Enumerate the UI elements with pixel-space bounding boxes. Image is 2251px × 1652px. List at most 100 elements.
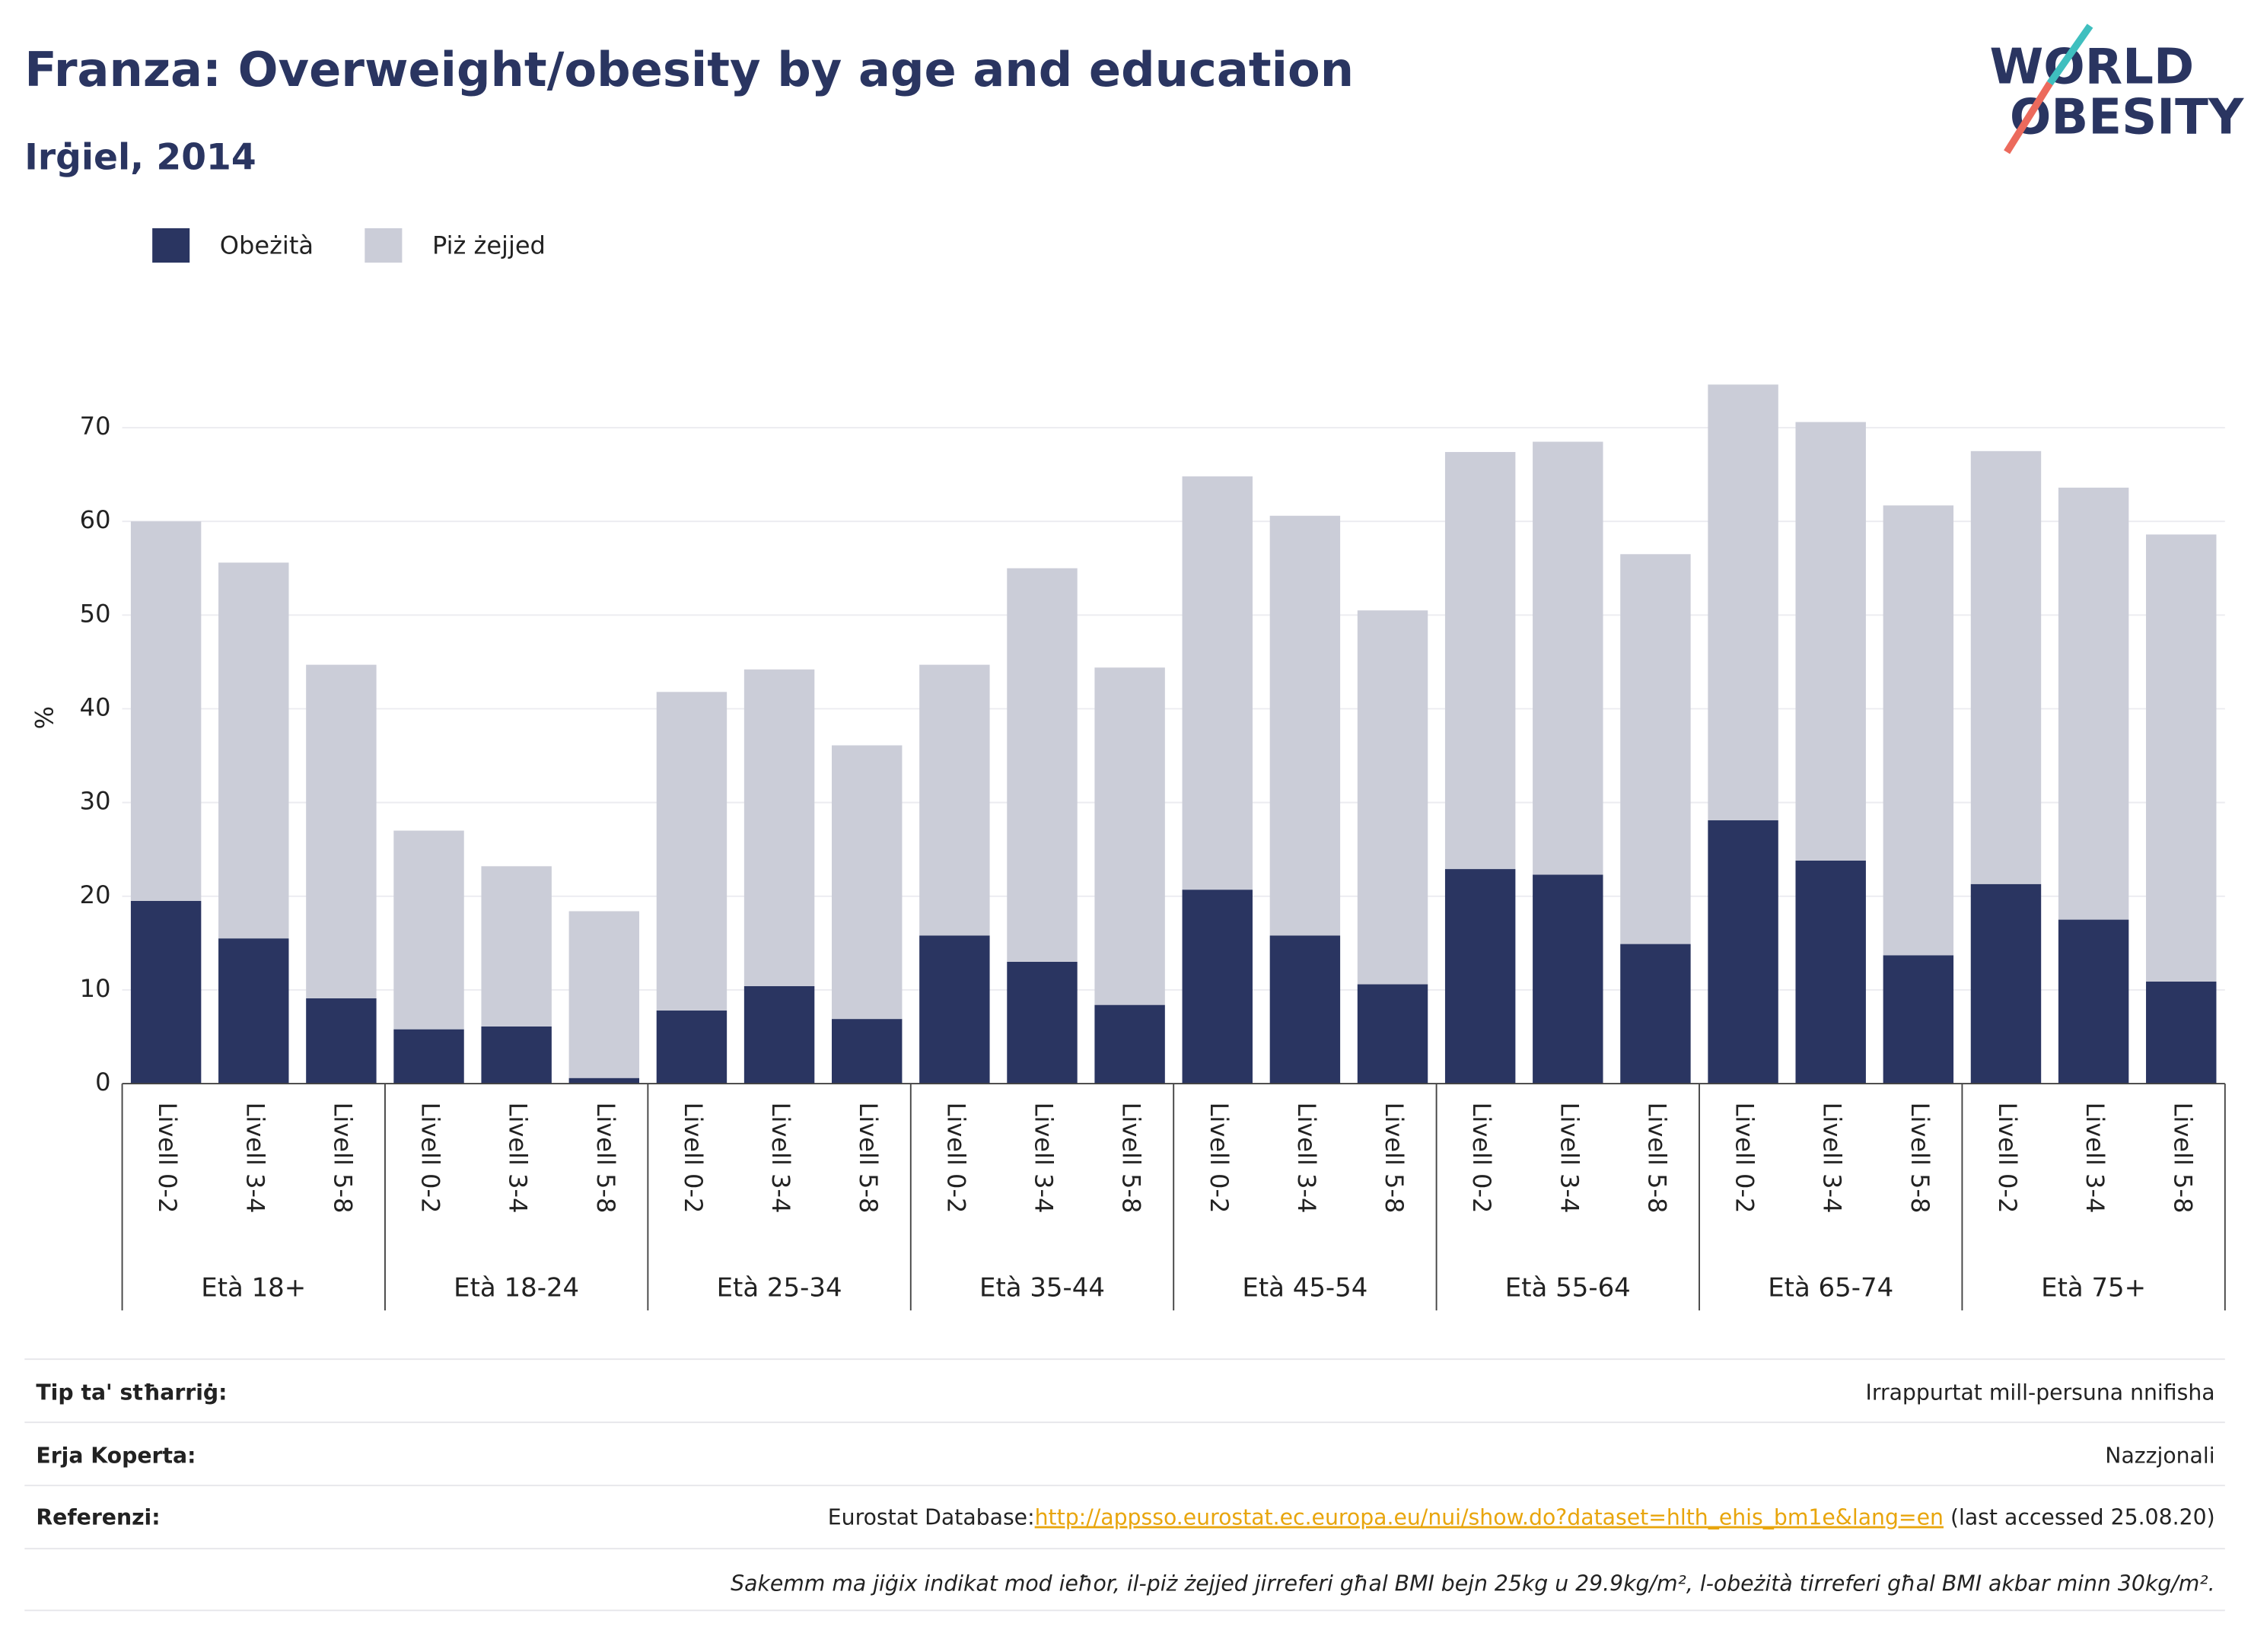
- logo-text: OBESITY: [2010, 88, 2245, 145]
- legend-swatch: [152, 228, 190, 263]
- bar-segment: [2058, 919, 2129, 1084]
- bar-segment: [2146, 534, 2217, 982]
- x-tick-label: Livell 5-8: [854, 1103, 883, 1214]
- bar-segment: [1444, 452, 1516, 870]
- bar-segment: [919, 664, 990, 936]
- logo-text: WORLD: [1989, 38, 2194, 95]
- x-tick-label: Livell 5-8: [591, 1103, 620, 1214]
- chart-title: Franza: Overweight/obesity by age and ed…: [24, 42, 1354, 97]
- x-tick-label: Livell 5-8: [1906, 1103, 1934, 1214]
- bar-segment: [1357, 610, 1428, 985]
- footnote: Sakemm ma jiġix indikat mod ieħor, il-pi…: [731, 1571, 2214, 1596]
- x-tick-label: Livell 0-2: [1467, 1103, 1496, 1214]
- bar-segment: [130, 521, 202, 901]
- chart-subtitle: Irġiel, 2014: [24, 137, 256, 179]
- legend-label: Obeżità: [220, 231, 314, 259]
- bar-segment: [1795, 422, 1866, 861]
- bar-segment: [656, 692, 728, 1011]
- x-tick-label: Livell 3-4: [1818, 1103, 1847, 1214]
- group-label: Età 35-44: [979, 1272, 1105, 1303]
- bar-segment: [393, 1029, 464, 1084]
- x-tick-label: Livell 5-8: [1642, 1103, 1671, 1214]
- group-label: Età 55-64: [1505, 1272, 1631, 1303]
- bar-segment: [1708, 820, 1778, 1084]
- logo: WORLD OBESITY: [1989, 24, 2245, 154]
- x-tick-label: Livell 5-8: [1117, 1103, 1146, 1214]
- ref-prefix: Eurostat Database:: [828, 1505, 1035, 1530]
- bar-segment: [1094, 1004, 1165, 1084]
- x-tick-label: Livell 0-2: [416, 1103, 445, 1214]
- bar-segment: [1883, 505, 1954, 956]
- group-label: Età 25-34: [717, 1272, 842, 1303]
- bar-segment: [568, 911, 640, 1078]
- bar-segment: [2146, 981, 2217, 1084]
- y-tick-label: 0: [95, 1068, 110, 1097]
- group-label: Età 45-54: [1242, 1272, 1367, 1303]
- x-tick-label: Livell 3-4: [1292, 1103, 1321, 1214]
- legend-label: Piż żejjed: [432, 231, 546, 259]
- group-label: Età 18+: [201, 1272, 306, 1303]
- bar-segment: [1533, 441, 1603, 875]
- legend-swatch: [365, 228, 403, 263]
- bar-segment: [1182, 476, 1253, 890]
- y-tick-label: 30: [80, 787, 111, 816]
- group-label: Età 65-74: [1768, 1272, 1893, 1303]
- bar-segment: [1357, 984, 1428, 1084]
- bar-segment: [218, 938, 289, 1084]
- x-tick-label: Livell 3-4: [240, 1103, 269, 1214]
- footer-value: Irrappurtat mill-persuna nnifisha: [1866, 1380, 2215, 1405]
- x-tick-label: Livell 0-2: [941, 1103, 970, 1214]
- x-tick-label: Livell 3-4: [1029, 1103, 1058, 1214]
- bar-segment: [218, 562, 289, 939]
- bar-segment: [743, 985, 815, 1084]
- x-tick-label: Livell 0-2: [1993, 1103, 2022, 1214]
- bar-segment: [130, 900, 202, 1084]
- x-tick-label: Livell 0-2: [679, 1103, 708, 1214]
- bar-segment: [919, 935, 990, 1084]
- x-tick-label: Livell 0-2: [1730, 1103, 1759, 1214]
- bar-segment: [1269, 935, 1341, 1084]
- bar-segment: [1007, 961, 1078, 1084]
- bar-segment: [1269, 515, 1341, 936]
- bar-segment: [393, 830, 464, 1030]
- x-tick-label: Livell 3-4: [504, 1103, 533, 1214]
- x-tick-label: Livell 3-4: [766, 1103, 795, 1214]
- bar-segment: [1970, 450, 2042, 884]
- x-tick-label: Livell 3-4: [1555, 1103, 1584, 1214]
- footer-value: Nazzjonali: [2105, 1443, 2214, 1468]
- bar-segment: [1708, 384, 1778, 821]
- y-tick-label: 60: [80, 505, 111, 534]
- footer-value: Eurostat Database:http://appsso.eurostat…: [828, 1505, 2215, 1530]
- logo-slash: [2004, 81, 2053, 154]
- bar-segment: [656, 1011, 728, 1084]
- bar-segment: [832, 745, 903, 1020]
- bar-segment: [1007, 568, 1078, 962]
- bar-segment: [1182, 890, 1253, 1084]
- y-tick-label: 40: [80, 692, 111, 721]
- bar-segment: [1795, 860, 1866, 1084]
- bar-segment: [306, 664, 377, 999]
- bar-segment: [1970, 883, 2042, 1084]
- group-label: Età 18-24: [454, 1272, 579, 1303]
- bar-segment: [1883, 955, 1954, 1084]
- footer: Tip ta' stħarriġ: Irrappurtat mill-persu…: [24, 1358, 2225, 1612]
- x-tick-label: Livell 0-2: [1205, 1103, 1234, 1214]
- x-tick-label: Livell 0-2: [153, 1103, 182, 1214]
- y-tick-label: 20: [80, 880, 111, 909]
- bar-segment: [1444, 869, 1516, 1084]
- bar-segment: [1533, 874, 1603, 1084]
- y-tick-label: 70: [80, 412, 111, 441]
- bar-segment: [306, 998, 377, 1084]
- bar-segment: [481, 866, 552, 1027]
- x-tick-label: Livell 5-8: [2168, 1103, 2197, 1214]
- x-tick-label: Livell 5-8: [1380, 1103, 1409, 1214]
- bar-segment: [481, 1026, 552, 1084]
- ref-link[interactable]: http://appsso.eurostat.ec.europa.eu/nui/…: [1035, 1505, 1944, 1530]
- y-tick-label: 50: [80, 599, 111, 628]
- x-tick-label: Livell 5-8: [328, 1103, 357, 1214]
- y-tick-label: 10: [80, 974, 111, 1003]
- logo-slash: [2046, 24, 2093, 86]
- footer-label: Referenzi:: [36, 1505, 160, 1530]
- bar-segment: [1094, 667, 1165, 1005]
